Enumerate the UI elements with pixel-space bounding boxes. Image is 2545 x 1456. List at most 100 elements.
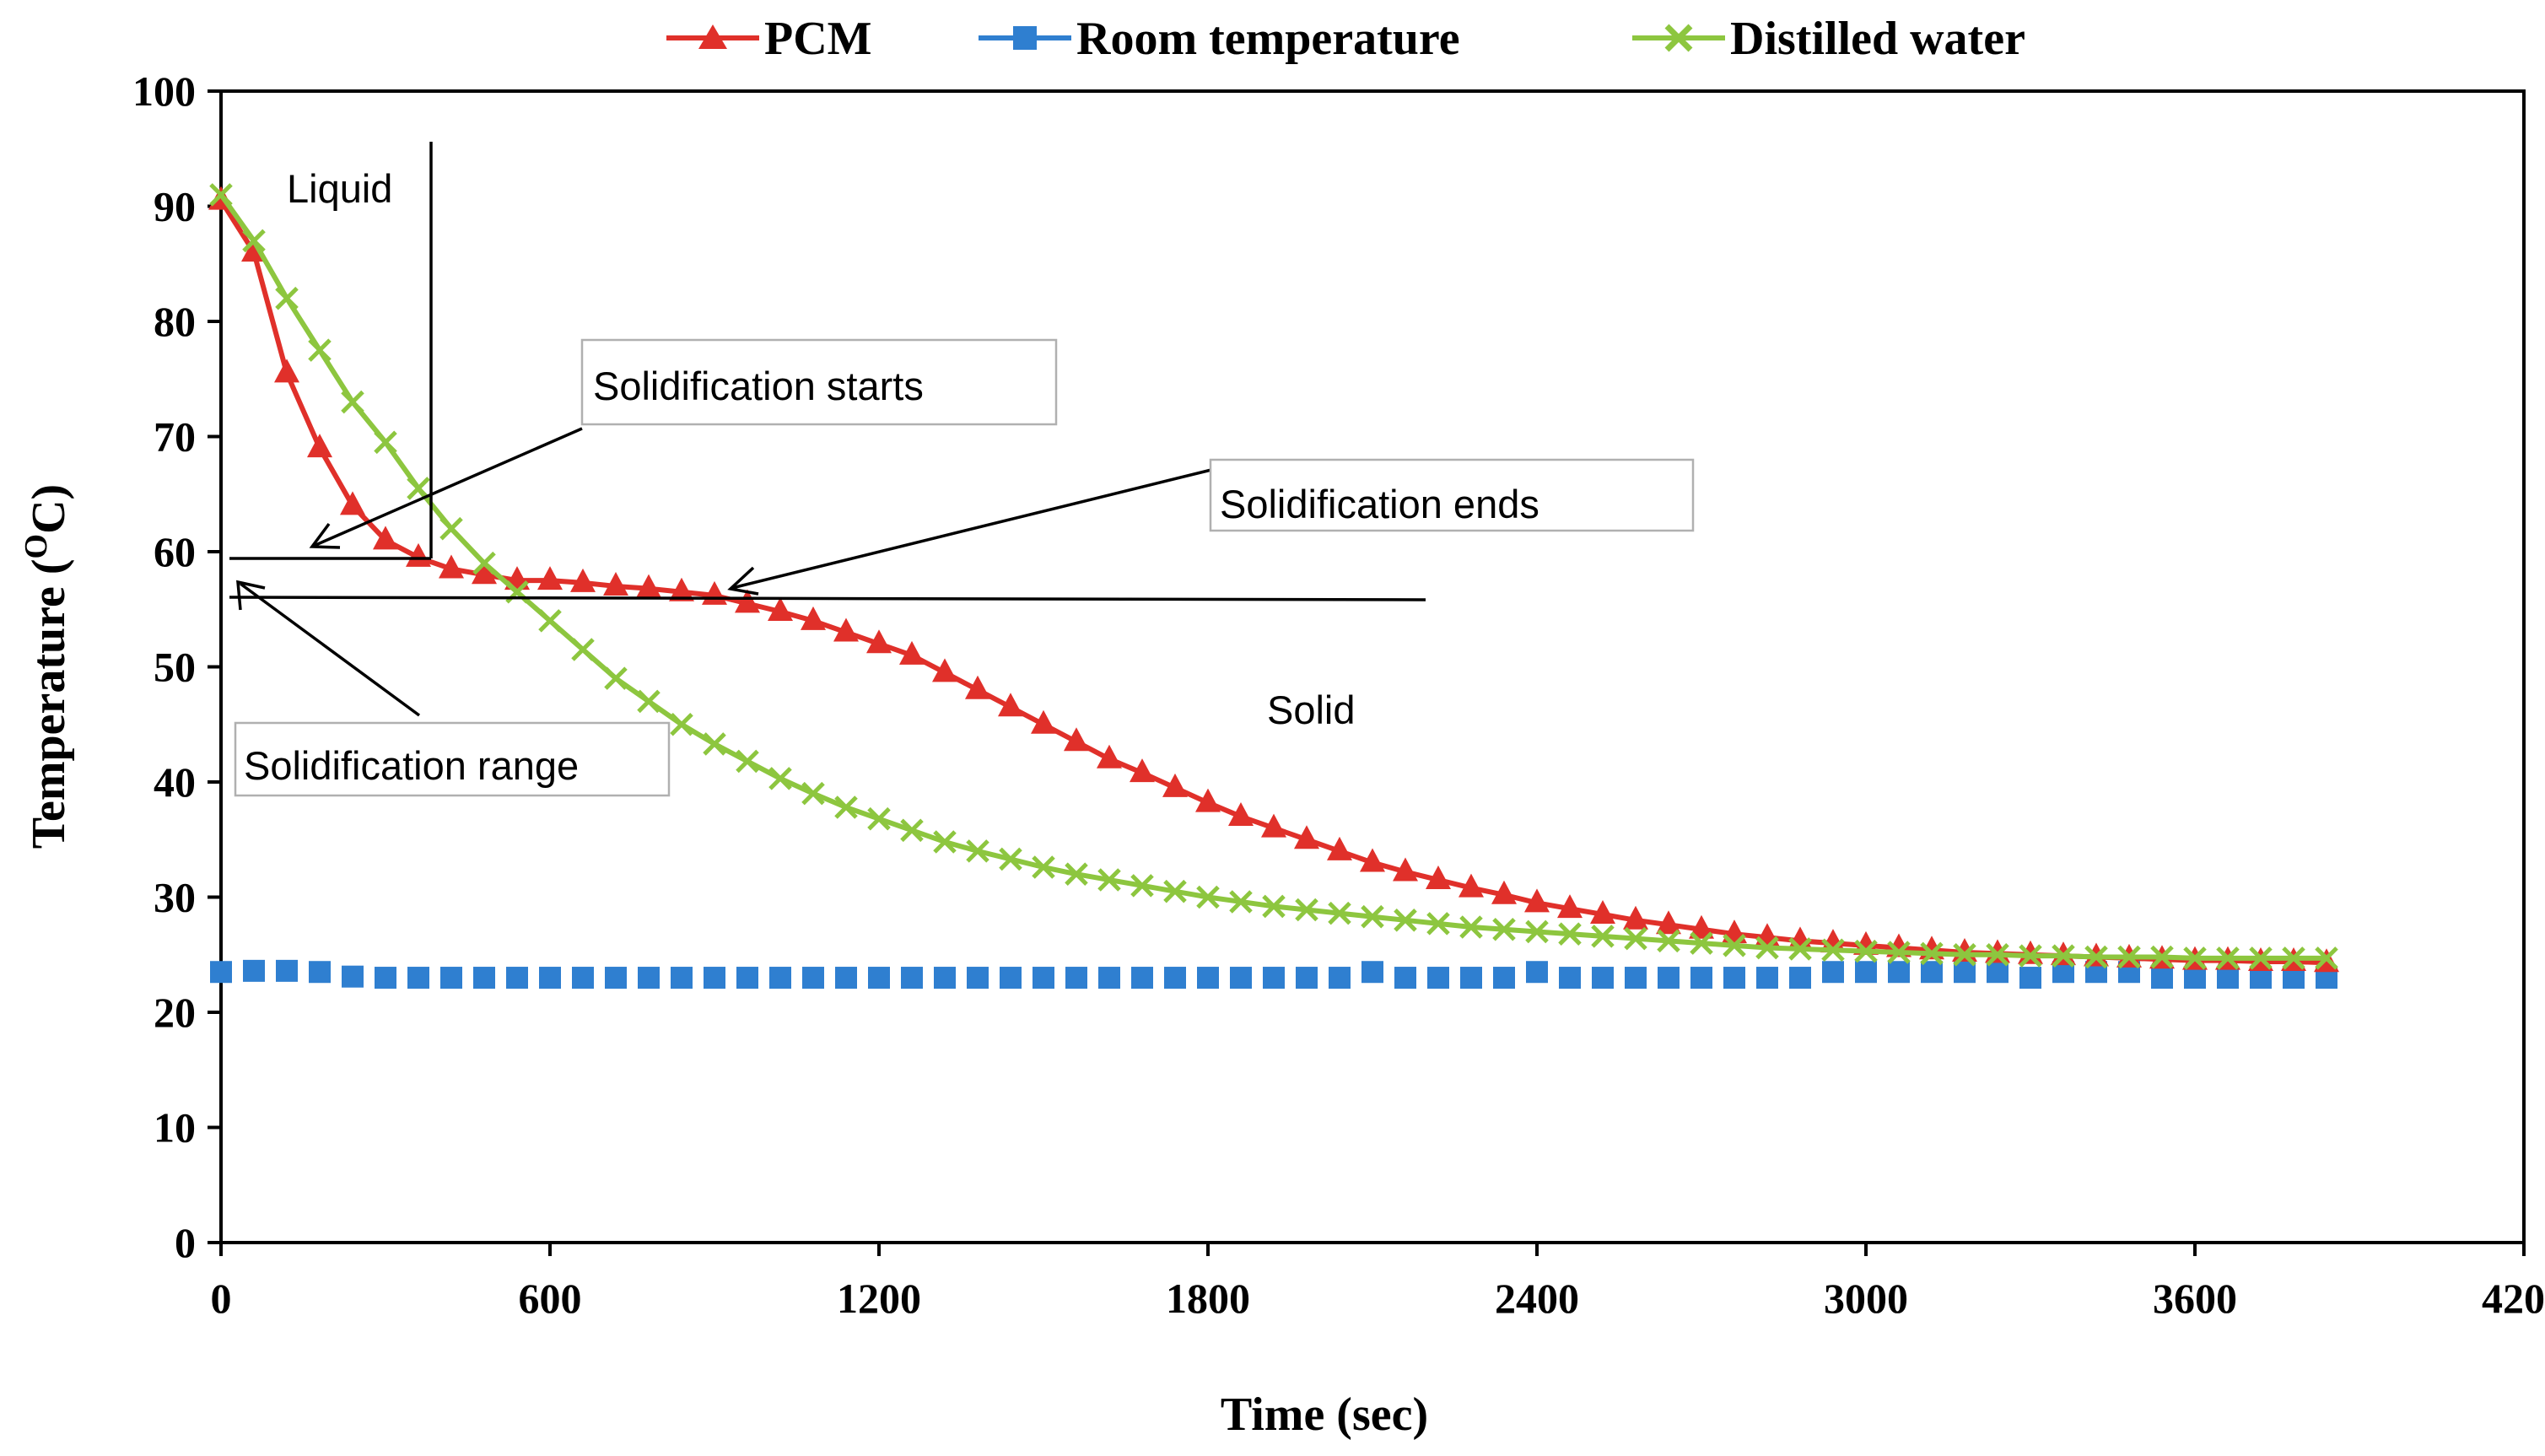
data-point-distilled-water — [1196, 885, 1220, 909]
data-point-pcm — [1459, 873, 1484, 898]
solidification-range-box — [234, 721, 671, 797]
x-axis-title: Time (sec) — [1221, 1389, 1428, 1441]
data-point-room-temperature — [1592, 967, 1614, 990]
data-point-distilled-water — [308, 338, 332, 362]
data-point-room-temperature — [1921, 961, 1943, 984]
data-point-pcm — [768, 596, 793, 621]
data-point-room-temperature — [243, 959, 265, 982]
data-point-room-temperature — [638, 967, 660, 990]
y-tick-label: 20 — [154, 989, 196, 1036]
data-point-room-temperature — [1131, 967, 1153, 990]
data-point-room-temperature — [1230, 967, 1252, 990]
data-point-pcm — [801, 606, 826, 630]
y-tick-label: 30 — [154, 874, 196, 921]
data-point-distilled-water — [1657, 929, 1680, 953]
data-point-pcm — [1064, 727, 1089, 752]
y-axis-title-tail: C) — [23, 484, 75, 534]
data-point-distilled-water — [1065, 862, 1088, 886]
data-point-distilled-water — [1262, 894, 1286, 919]
data-point-pcm — [1360, 848, 1385, 872]
annotations: Liquid Solid Solidification starts Solid… — [229, 142, 1695, 797]
data-point-pcm — [1228, 801, 1254, 826]
liquid-label: Liquid — [287, 166, 392, 211]
data-point-distilled-water — [736, 749, 759, 774]
series-line-pcm — [218, 199, 2327, 966]
legend-label-pcm: PCM — [764, 13, 872, 65]
data-point-room-temperature — [1361, 961, 1383, 984]
data-point-distilled-water — [1854, 939, 1878, 963]
data-point-distilled-water — [1887, 941, 1911, 964]
data-point-room-temperature — [1329, 967, 1351, 990]
y-tick-label: 0 — [175, 1219, 196, 1266]
legend-marker-pcm — [698, 24, 727, 49]
data-point-distilled-water — [1558, 922, 1582, 946]
y-axis-title-main: Temperature ( — [23, 558, 75, 849]
data-point-distilled-water — [999, 847, 1022, 871]
y-tick-label: 90 — [154, 183, 196, 230]
legend-marker-room-temperature — [1013, 26, 1037, 50]
legend-item-pcm: PCM — [666, 13, 872, 65]
data-point-distilled-water — [209, 183, 233, 207]
data-point-pcm — [570, 568, 596, 592]
data-point-pcm — [1557, 894, 1583, 919]
data-point-distilled-water — [407, 477, 430, 500]
y-axis-title: Temperature (OC) — [19, 484, 75, 849]
data-point-room-temperature — [2184, 967, 2206, 990]
data-point-room-temperature — [769, 967, 791, 990]
data-point-distilled-water — [1624, 926, 1647, 951]
data-point-room-temperature — [506, 967, 528, 990]
y-axis-title-sup: O — [19, 534, 54, 559]
data-point-room-temperature — [1822, 961, 1844, 984]
data-point-room-temperature — [342, 965, 364, 988]
plot-area — [219, 89, 2526, 1244]
data-point-pcm — [1524, 888, 1550, 913]
data-point-distilled-water — [1920, 941, 1944, 966]
data-point-distilled-water — [2019, 944, 2042, 968]
data-point-distilled-water — [604, 666, 628, 690]
y-tick-label: 80 — [154, 298, 196, 345]
data-point-distilled-water — [1821, 938, 1845, 963]
data-point-distilled-water — [1097, 868, 1121, 892]
data-point-pcm — [340, 491, 365, 515]
solidification-starts-box — [580, 338, 1058, 426]
y-tick-label: 10 — [154, 1104, 196, 1151]
data-point-distilled-water — [1690, 931, 1713, 955]
data-point-room-temperature — [1690, 967, 1712, 990]
data-point-room-temperature — [1065, 967, 1087, 990]
data-point-room-temperature — [1427, 967, 1449, 990]
data-point-distilled-water — [1130, 874, 1154, 898]
data-point-distilled-water — [1492, 917, 1516, 941]
data-point-room-temperature — [572, 967, 594, 990]
data-point-pcm — [899, 640, 925, 665]
solidification-ends-arrow — [731, 467, 1216, 590]
data-point-distilled-water — [1986, 942, 2009, 967]
data-point-distilled-water — [867, 806, 891, 831]
data-point-distilled-water — [834, 795, 858, 819]
solid-label: Solid — [1267, 688, 1356, 732]
data-point-room-temperature — [1493, 967, 1515, 990]
data-point-room-temperature — [440, 967, 462, 990]
y-tick-label: 100 — [132, 67, 196, 115]
data-point-pcm — [1590, 899, 1615, 924]
data-point-distilled-water — [637, 689, 661, 714]
data-point-distilled-water — [1426, 912, 1450, 936]
data-point-pcm — [1327, 836, 1352, 860]
solidification-ends-label: Solidification ends — [1220, 482, 1539, 526]
data-point-room-temperature — [671, 967, 693, 990]
series-distilled-water — [209, 183, 2338, 970]
data-point-room-temperature — [934, 967, 956, 990]
data-point-distilled-water — [341, 390, 364, 414]
data-point-distilled-water — [538, 609, 562, 633]
data-point-room-temperature — [276, 959, 298, 982]
data-point-pcm — [866, 629, 892, 654]
legend-label-room-temperature: Room temperature — [1076, 13, 1460, 65]
data-point-room-temperature — [1098, 967, 1120, 990]
data-point-pcm — [373, 526, 398, 550]
data-point-pcm — [1097, 744, 1122, 768]
data-point-distilled-water — [2249, 946, 2273, 970]
data-point-room-temperature — [1625, 967, 1647, 990]
data-point-room-temperature — [1855, 961, 1877, 984]
data-point-room-temperature — [539, 967, 561, 990]
data-point-distilled-water — [2315, 946, 2338, 970]
